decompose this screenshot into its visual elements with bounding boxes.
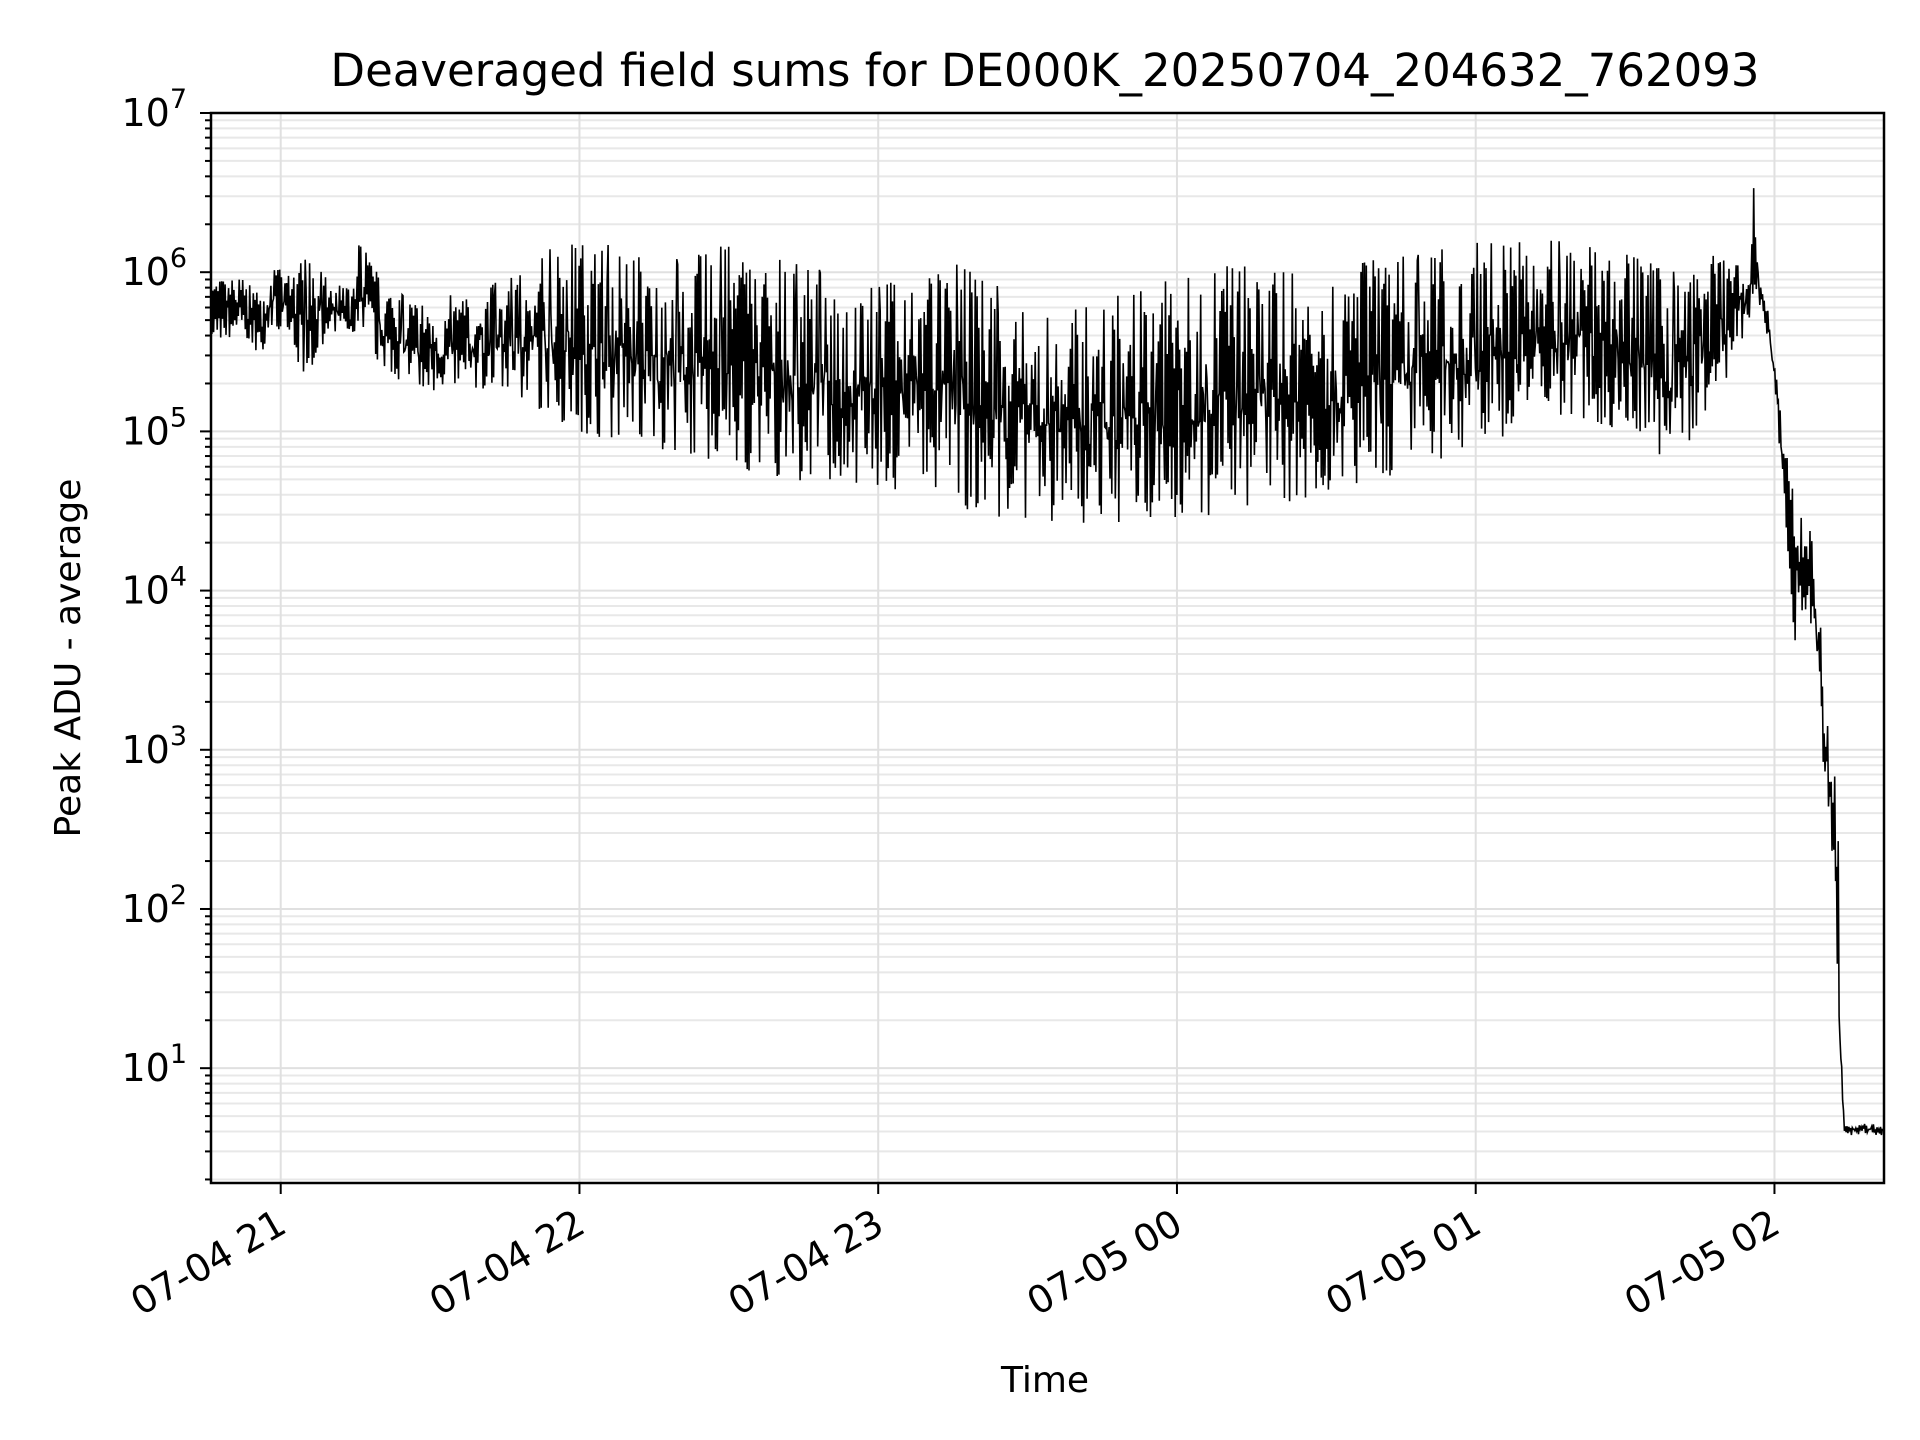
grid	[211, 112, 1884, 1183]
series-group	[210, 188, 1885, 1136]
y-tick-label: 106	[121, 243, 187, 294]
y-tick-label: 101	[121, 1039, 187, 1090]
y-axis-label: Peak ADU - average	[48, 479, 89, 838]
x-axis-label: Time	[1000, 1360, 1089, 1401]
y-tick-label: 104	[121, 562, 187, 613]
y-tick-label: 105	[121, 402, 187, 453]
y-tick-label: 107	[121, 84, 187, 135]
plot-frame	[209, 111, 1886, 1185]
y-tick-label: 102	[121, 880, 187, 931]
chart-title: Deaveraged field sums for DE000K_2025070…	[330, 44, 1759, 97]
y-axis: 101 102 103 104 105 106 107	[121, 84, 211, 1181]
y-tick-label: 103	[121, 721, 187, 772]
series-line	[210, 188, 1885, 1136]
